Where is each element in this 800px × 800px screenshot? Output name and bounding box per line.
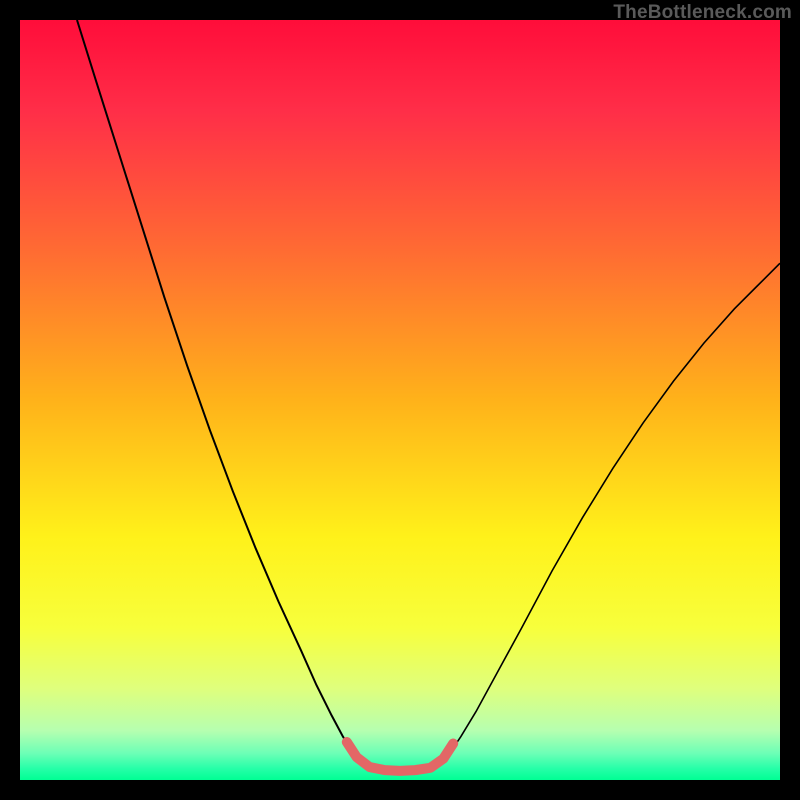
plot-svg: [20, 20, 780, 780]
plot-area: [20, 20, 780, 780]
watermark-text: TheBottleneck.com: [613, 2, 792, 24]
chart-frame: TheBottleneck.com: [0, 0, 800, 800]
gradient-background: [20, 20, 780, 780]
